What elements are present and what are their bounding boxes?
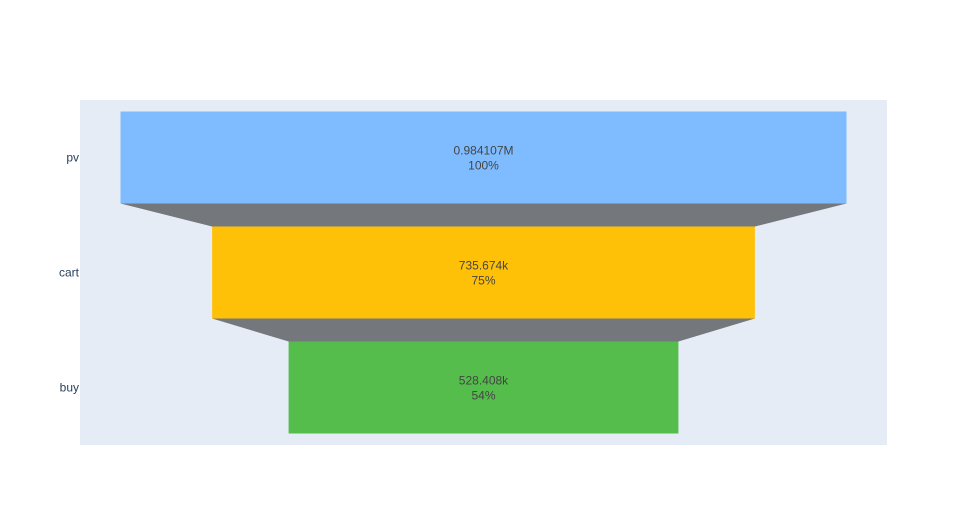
value-label-buy: 528.408k (459, 374, 509, 388)
funnel-bar-pv (120, 111, 847, 204)
category-label-cart: cart (59, 266, 80, 280)
percent-label-buy: 54% (471, 389, 495, 403)
percent-label-cart: 75% (471, 274, 495, 288)
funnel-connector-2 (212, 318, 755, 342)
funnel-bar-cart (212, 226, 755, 319)
category-label-buy: buy (60, 381, 79, 395)
y-axis-category-labels: pv cart buy (59, 151, 80, 395)
funnel-bar-buy (288, 341, 679, 434)
funnel-bars (120, 111, 847, 434)
funnel-connector-1 (120, 203, 847, 227)
value-label-pv: 0.984107M (453, 144, 513, 158)
category-label-pv: pv (66, 151, 79, 165)
value-label-cart: 735.674k (459, 259, 509, 273)
percent-label-pv: 100% (468, 159, 499, 173)
funnel-connectors (120, 203, 847, 342)
